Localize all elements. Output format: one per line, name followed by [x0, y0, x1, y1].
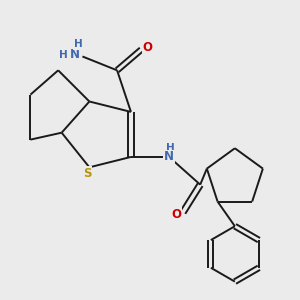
Text: N: N: [164, 150, 174, 164]
Text: H: H: [167, 143, 175, 153]
Text: S: S: [83, 167, 92, 180]
Text: O: O: [142, 41, 153, 54]
Text: H: H: [59, 50, 68, 60]
Text: O: O: [172, 208, 182, 220]
Text: H: H: [74, 39, 83, 49]
Text: N: N: [70, 48, 80, 61]
